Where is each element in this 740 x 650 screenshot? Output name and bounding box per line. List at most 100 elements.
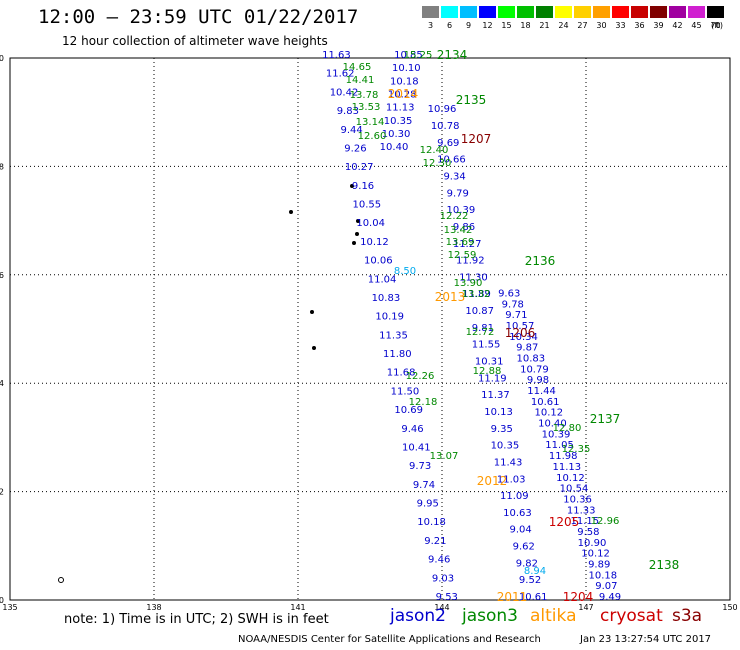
x-tick-label: 150 bbox=[722, 603, 737, 612]
wave-height-label: 12.30 bbox=[423, 158, 452, 169]
pass-id-label: 2137 bbox=[590, 412, 621, 426]
wave-height-label: 9.83 bbox=[337, 106, 359, 117]
scale-swatch bbox=[612, 6, 629, 18]
scale-label: 15 bbox=[501, 21, 512, 30]
wave-height-label: 10.39 bbox=[542, 429, 571, 440]
x-tick-label: 141 bbox=[290, 603, 305, 612]
scale-label: 27 bbox=[577, 21, 588, 30]
wave-height-label: 11.30 bbox=[459, 272, 488, 283]
wave-height-label: 10.31 bbox=[475, 357, 504, 368]
wave-height-label: 9.78 bbox=[502, 299, 524, 310]
wave-height-label: 12.18 bbox=[409, 397, 438, 408]
y-tick-label: 28 bbox=[0, 162, 4, 171]
wave-height-label: 12.60 bbox=[358, 131, 387, 142]
scale-swatch bbox=[707, 6, 724, 18]
wave-height-label: 10.13 bbox=[484, 407, 513, 418]
island-marker bbox=[312, 346, 316, 350]
wave-height-label: 10.61 bbox=[519, 592, 548, 603]
wave-height-label: 12.80 bbox=[553, 423, 582, 434]
wave-height-label: 12.59 bbox=[448, 250, 477, 261]
wave-height-label: 9.35 bbox=[491, 424, 513, 435]
scale-label: 6 bbox=[446, 21, 453, 30]
wave-height-label: 11.35 bbox=[379, 330, 408, 341]
wave-height-label: 10.12 bbox=[534, 408, 563, 419]
scale-swatch bbox=[517, 6, 534, 18]
wave-height-label: 10.87 bbox=[465, 306, 494, 317]
footer-note: note: 1) Time is in UTC; 2) SWH is in fe… bbox=[64, 612, 329, 627]
x-tick-label: 138 bbox=[146, 603, 161, 612]
wave-height-label: 10.30 bbox=[382, 129, 411, 140]
wave-height-label: 10.83 bbox=[372, 293, 401, 304]
wave-height-label: 12.35 bbox=[562, 444, 591, 455]
wave-height-label: 9.21 bbox=[424, 536, 446, 547]
wave-height-label: 10.28 bbox=[388, 89, 417, 100]
pass-id-label: 2136 bbox=[525, 254, 556, 268]
y-tick-label: 26 bbox=[0, 271, 4, 280]
scale-swatch bbox=[631, 6, 648, 18]
wave-height-label: 8.50 bbox=[394, 266, 416, 277]
wave-height-label: 11.92 bbox=[456, 256, 485, 267]
wave-height-label: 9.26 bbox=[344, 143, 366, 154]
chart-subtitle: 12 hour collection of altimeter wave hei… bbox=[62, 34, 328, 48]
y-tick-label: 30 bbox=[0, 54, 4, 63]
scale-swatch bbox=[669, 6, 686, 18]
wave-height-label: 10.18 bbox=[588, 570, 617, 581]
wave-height-label: 10.40 bbox=[380, 142, 409, 153]
wave-height-label: 12.26 bbox=[406, 371, 435, 382]
wave-height-label: 9.81 bbox=[472, 323, 494, 334]
scale-swatch bbox=[441, 6, 458, 18]
wave-height-label: 9.79 bbox=[447, 188, 469, 199]
scale-label: 39 bbox=[653, 21, 664, 30]
wave-height-label: 9.49 bbox=[599, 592, 621, 603]
color-scale-unit: (ft) bbox=[711, 21, 724, 30]
wave-height-label: 10.61 bbox=[531, 397, 560, 408]
wave-height-label: 11.89 bbox=[462, 289, 491, 300]
wave-height-label: 8.94 bbox=[524, 566, 546, 577]
wave-height-label: 10.83 bbox=[516, 354, 545, 365]
wave-height-label: 9.53 bbox=[436, 592, 458, 603]
wave-height-label: 9.46 bbox=[401, 424, 423, 435]
wave-height-label: 10.41 bbox=[402, 442, 431, 453]
wave-height-label: 9.74 bbox=[413, 480, 435, 491]
scale-swatch bbox=[536, 6, 553, 18]
wave-height-label: 9.62 bbox=[513, 542, 535, 553]
wave-height-label: 10.63 bbox=[503, 508, 532, 519]
wave-height-label: 11.15 bbox=[570, 516, 599, 527]
x-tick-label: 135 bbox=[2, 603, 17, 612]
wave-height-label: 9.73 bbox=[409, 461, 431, 472]
wave-height-label: 11.05 bbox=[545, 440, 574, 451]
y-tick-label: 20 bbox=[0, 596, 4, 605]
wave-height-label: 9.86 bbox=[453, 222, 475, 233]
wave-height-label: 10.35 bbox=[384, 116, 413, 127]
pass-id-label: 2014 bbox=[388, 87, 419, 101]
wave-height-label: 10.36 bbox=[563, 494, 592, 505]
y-tick-label: 22 bbox=[0, 488, 4, 497]
wave-height-label: 12.40 bbox=[420, 145, 449, 156]
wave-height-label: 10.18 bbox=[390, 76, 419, 87]
wave-height-label: 13.69 bbox=[446, 237, 475, 248]
wave-height-label: 11.37 bbox=[481, 390, 510, 401]
wave-height-label: 10.12 bbox=[360, 237, 389, 248]
scale-label: 18 bbox=[520, 21, 531, 30]
wave-height-label: 10.18 bbox=[417, 517, 446, 528]
island-marker bbox=[355, 232, 359, 236]
wave-height-label: 9.87 bbox=[516, 343, 538, 354]
wave-height-label: 10.04 bbox=[356, 218, 385, 229]
wave-height-label: 10.42 bbox=[330, 87, 359, 98]
footer-credit: NOAA/NESDIS Center for Satellite Applica… bbox=[238, 634, 541, 645]
wave-height-label: 9.89 bbox=[588, 559, 610, 570]
pass-id-label: 2011 bbox=[497, 590, 528, 604]
legend-jason3: jason3 bbox=[462, 606, 518, 626]
footer-timestamp: Jan 23 13:27:54 UTC 2017 bbox=[580, 634, 712, 645]
wave-height-label: 11.13 bbox=[386, 103, 415, 114]
scale-label: 9 bbox=[465, 21, 472, 30]
pass-id-label: 1207 bbox=[461, 132, 492, 146]
wave-height-label: 10.19 bbox=[375, 312, 404, 323]
pass-id-label: 2013 bbox=[435, 290, 466, 304]
wave-height-label: 11.50 bbox=[391, 386, 420, 397]
wave-height-label: 10.35 bbox=[491, 441, 520, 452]
wave-height-label: 10.12 bbox=[581, 549, 610, 560]
wave-height-label: 9.34 bbox=[443, 171, 465, 182]
wave-height-label: 11.55 bbox=[472, 340, 501, 351]
wave-height-label: 9.95 bbox=[417, 499, 439, 510]
